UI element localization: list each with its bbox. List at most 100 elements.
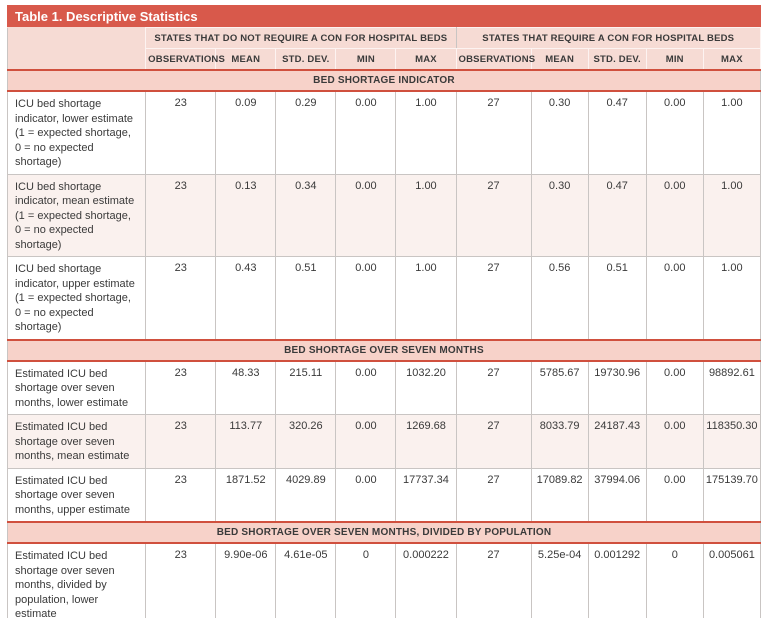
cell: 0.43 — [215, 256, 277, 341]
cell: 0 — [335, 542, 397, 618]
cell: 0.00 — [335, 256, 397, 341]
cell: 9.90e-06 — [215, 542, 277, 618]
cell: 0.001292 — [587, 542, 647, 618]
cell: 1032.20 — [395, 360, 457, 416]
cell: 48.33 — [215, 360, 277, 416]
cell: 1.00 — [702, 256, 762, 341]
cell: 19730.96 — [587, 360, 647, 416]
cell: 27 — [455, 360, 532, 416]
cell: 215.11 — [275, 360, 337, 416]
col-header-observations: OBSERVATIONS — [145, 48, 225, 71]
cell: 0 — [645, 542, 704, 618]
cell: 37994.06 — [587, 467, 647, 523]
cell: 0.51 — [587, 256, 647, 341]
cell: 27 — [455, 90, 532, 175]
cell: 23 — [145, 256, 217, 341]
table-row: Estimated ICU bed shortage over seven mo… — [6, 542, 762, 618]
cell: 4029.89 — [275, 467, 337, 523]
cell: 0.30 — [530, 173, 589, 258]
col-header-std-dev: STD. DEV. — [587, 48, 647, 71]
cell: 0.00 — [645, 256, 704, 341]
cell: 0.000222 — [395, 542, 457, 618]
cell: 118350.30 — [702, 414, 762, 469]
cell: 1.00 — [395, 173, 457, 258]
cell: 0.00 — [335, 90, 397, 175]
section-header-bed-shortage-indicator: BED SHORTAGE INDICATOR — [7, 69, 761, 92]
descriptive-statistics-table: STATES THAT DO NOT REQUIRE A CON FOR HOS… — [6, 27, 762, 618]
cell: 0.47 — [587, 173, 647, 258]
col-header-max: MAX — [395, 48, 457, 71]
cell: 5785.67 — [530, 360, 589, 416]
cell: 27 — [455, 256, 532, 341]
col-header-std-dev: STD. DEV. — [275, 48, 337, 71]
table-row: ICU bed shortage indicator, upper estima… — [6, 256, 762, 341]
cell: 0.00 — [335, 360, 397, 416]
cell: 17089.82 — [530, 467, 589, 523]
col-header-mean: MEAN — [530, 48, 589, 71]
table-title: Table 1. Descriptive Statistics — [7, 5, 761, 27]
row-label: Estimated ICU bed shortage over seven mo… — [6, 542, 147, 618]
cell: 27 — [455, 173, 532, 258]
table-row: Estimated ICU bed shortage over seven mo… — [6, 467, 762, 523]
cell: 24187.43 — [587, 414, 647, 469]
cell: 8033.79 — [530, 414, 589, 469]
cell: 113.77 — [215, 414, 277, 469]
cell: 0.51 — [275, 256, 337, 341]
cell: 0.00 — [335, 173, 397, 258]
cell: 1.00 — [702, 90, 762, 175]
cell: 0.00 — [645, 467, 704, 523]
section-header-bed-shortage-seven-months: BED SHORTAGE OVER SEVEN MONTHS — [7, 338, 761, 362]
cell: 1.00 — [395, 90, 457, 175]
cell: 23 — [145, 414, 217, 469]
cell: 23 — [145, 173, 217, 258]
corner-cell — [6, 27, 147, 71]
cell: 1.00 — [702, 173, 762, 258]
table-row: Estimated ICU bed shortage over seven mo… — [6, 360, 762, 416]
cell: 320.26 — [275, 414, 337, 469]
row-label: Estimated ICU bed shortage over seven mo… — [6, 467, 147, 523]
group-header-no-con: STATES THAT DO NOT REQUIRE A CON FOR HOS… — [145, 27, 457, 49]
table-row: ICU bed shortage indicator, lower estima… — [6, 90, 762, 175]
row-label: Estimated ICU bed shortage over seven mo… — [6, 360, 147, 416]
row-label: ICU bed shortage indicator, upper estima… — [6, 256, 147, 341]
cell: 0.34 — [275, 173, 337, 258]
cell: 0.56 — [530, 256, 589, 341]
col-header-mean: MEAN — [215, 48, 277, 71]
cell: 175139.70 — [702, 467, 762, 523]
cell: 0.005061 — [702, 542, 762, 618]
row-label: ICU bed shortage indicator, mean estimat… — [6, 173, 147, 258]
cell: 0.47 — [587, 90, 647, 175]
cell: 0.00 — [645, 414, 704, 469]
cell: 27 — [455, 467, 532, 523]
cell: 27 — [455, 414, 532, 469]
table-row: Estimated ICU bed shortage over seven mo… — [6, 414, 762, 469]
group-header-row: STATES THAT DO NOT REQUIRE A CON FOR HOS… — [6, 27, 762, 71]
cell: 0.30 — [530, 90, 589, 175]
cell: 0.09 — [215, 90, 277, 175]
section-header-divided-by-population: BED SHORTAGE OVER SEVEN MONTHS, DIVIDED … — [7, 521, 761, 545]
cell: 0.00 — [645, 173, 704, 258]
col-header-min: MIN — [335, 48, 397, 71]
cell: 17737.34 — [395, 467, 457, 523]
col-header-observations: OBSERVATIONS — [455, 48, 535, 71]
cell: 98892.61 — [702, 360, 762, 416]
cell: 27 — [455, 542, 532, 618]
cell: 1871.52 — [215, 467, 277, 523]
col-header-min: MIN — [645, 48, 704, 71]
row-label: ICU bed shortage indicator, lower estima… — [6, 90, 147, 175]
cell: 0.00 — [335, 414, 397, 469]
cell: 5.25e-04 — [530, 542, 589, 618]
cell: 0.00 — [645, 360, 704, 416]
cell: 23 — [145, 90, 217, 175]
cell: 1.00 — [395, 256, 457, 341]
row-label: Estimated ICU bed shortage over seven mo… — [6, 414, 147, 469]
cell: 23 — [145, 542, 217, 618]
cell: 0.00 — [335, 467, 397, 523]
cell: 4.61e-05 — [275, 542, 337, 618]
cell: 23 — [145, 467, 217, 523]
table-row: ICU bed shortage indicator, mean estimat… — [6, 173, 762, 258]
cell: 1269.68 — [395, 414, 457, 469]
cell: 0.00 — [645, 90, 704, 175]
group-header-con: STATES THAT REQUIRE A CON FOR HOSPITAL B… — [455, 27, 762, 49]
